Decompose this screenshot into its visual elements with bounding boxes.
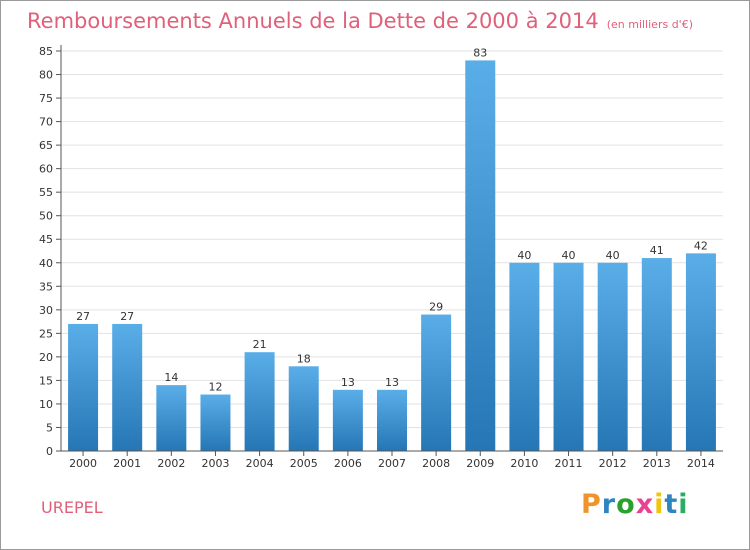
y-tick-label: 35 [39, 280, 53, 293]
y-tick-label: 25 [39, 327, 53, 340]
x-tick-label: 2014 [687, 457, 715, 470]
logo-letter: t [664, 489, 679, 520]
chart-title: Remboursements Annuels de la Dette de 20… [27, 9, 693, 33]
bar [421, 314, 452, 451]
bar-value-label: 41 [650, 244, 664, 257]
y-tick-label: 45 [39, 233, 53, 246]
x-tick-label: 2007 [378, 457, 406, 470]
bar-value-label: 27 [120, 310, 134, 323]
chart-title-text: Remboursements Annuels de la Dette de 20… [27, 9, 599, 33]
x-tick-label: 2000 [69, 457, 97, 470]
bar-value-label: 13 [385, 376, 399, 389]
bar-value-label: 12 [208, 381, 222, 394]
y-tick-label: 70 [39, 116, 53, 129]
y-tick-label: 10 [39, 398, 53, 411]
bar [332, 389, 363, 451]
logo-letter: x [635, 489, 655, 520]
bar-value-label: 40 [606, 249, 620, 262]
bar-value-label: 29 [429, 301, 443, 314]
axes: 0 5 10 15 20 25 30 35 40 45 50 55 60 65 70 75 80 85 2000 20… [39, 45, 723, 470]
x-tick-label: 2003 [201, 457, 229, 470]
bar-value-label: 42 [694, 239, 708, 252]
y-tick-label: 50 [39, 210, 53, 223]
x-tick-label: 2008 [422, 457, 450, 470]
y-tick-label: 85 [39, 45, 53, 58]
y-tick-label: 15 [39, 374, 53, 387]
y-tick-label: 40 [39, 257, 53, 270]
bar-value-label: 27 [76, 310, 90, 323]
x-tick-label: 2011 [555, 457, 583, 470]
x-tick-label: 2001 [113, 457, 141, 470]
x-tick-label: 2005 [290, 457, 318, 470]
y-tick-label: 80 [39, 69, 53, 82]
x-tick-label: 2010 [510, 457, 538, 470]
bar-value-label: 18 [297, 352, 311, 365]
bar-value-label: 40 [517, 249, 531, 262]
proxiti-logo: Proxiti [581, 489, 689, 520]
logo-letter: i [654, 489, 665, 520]
x-tick-label: 2002 [157, 457, 185, 470]
x-tick-label: 2009 [466, 457, 494, 470]
bar [509, 262, 540, 451]
bar-value-label: 21 [253, 338, 267, 351]
x-tick-label: 2013 [643, 457, 671, 470]
y-tick-label: 5 [46, 421, 53, 434]
logo-letter: o [616, 489, 636, 520]
bar [156, 385, 187, 451]
bar-value-label: 13 [341, 376, 355, 389]
bar [553, 262, 584, 451]
bar [288, 366, 319, 451]
logo-letter: i [678, 489, 689, 520]
bars: 27 27 14 12 21 18 13 13 29 83 40 40 40 41 42 [68, 46, 716, 451]
y-tick-label: 55 [39, 186, 53, 199]
bar [68, 323, 99, 451]
y-tick-label: 30 [39, 304, 53, 317]
y-tick-label: 60 [39, 163, 53, 176]
bar [465, 60, 496, 451]
bar [597, 262, 628, 451]
bar-value-label: 40 [562, 249, 576, 262]
bar [641, 258, 672, 451]
bar [244, 352, 275, 451]
y-tick-label: 65 [39, 139, 53, 152]
bar [200, 394, 231, 451]
bar [685, 253, 716, 451]
logo-letter: P [581, 489, 602, 520]
bar-value-label: 83 [473, 46, 487, 59]
bar-value-label: 14 [164, 371, 178, 384]
x-tick-label: 2006 [334, 457, 362, 470]
commune-name: UREPEL [41, 498, 103, 517]
x-tick-label: 2004 [246, 457, 274, 470]
logo-letter: r [601, 489, 617, 520]
y-tick-label: 0 [46, 445, 53, 458]
y-tick-label: 75 [39, 92, 53, 105]
chart-subtitle: (en milliers d'€) [606, 18, 693, 31]
x-tick-label: 2012 [599, 457, 627, 470]
bar [377, 389, 407, 451]
bar [112, 323, 143, 451]
y-tick-label: 20 [39, 351, 53, 364]
